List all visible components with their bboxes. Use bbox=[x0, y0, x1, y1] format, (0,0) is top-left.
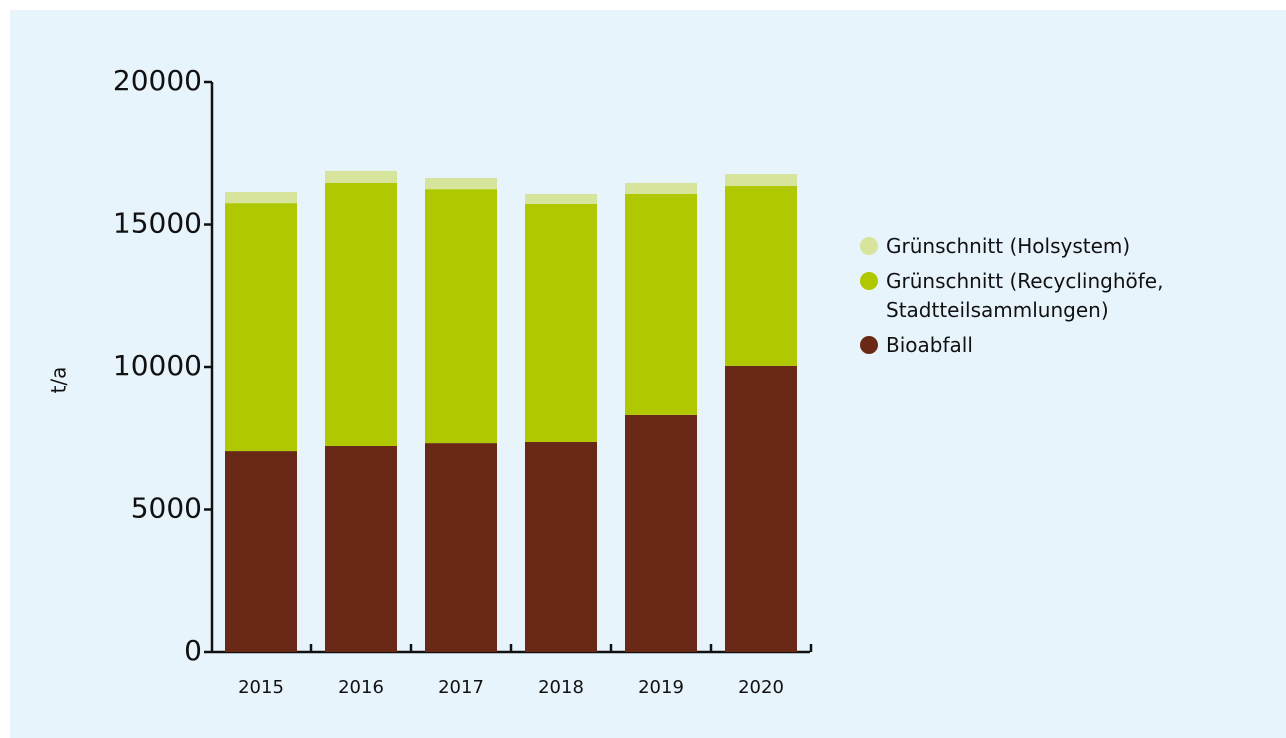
x-tick-label: 2015 bbox=[238, 677, 284, 698]
bar-segment bbox=[325, 445, 397, 652]
legend-item: Grünschnitt (Recyclinghöfe, Stadtteilsam… bbox=[860, 267, 1190, 325]
bar-segment bbox=[325, 170, 397, 183]
x-tick-label: 2017 bbox=[438, 677, 484, 698]
legend-label: Grünschnitt (Recyclinghöfe, Stadtteilsam… bbox=[886, 269, 1164, 322]
legend: Grünschnitt (Holsystem) Grünschnitt (Recy… bbox=[860, 232, 1190, 366]
legend-item: Bioabfall bbox=[860, 331, 1190, 360]
legend-marker bbox=[860, 272, 878, 290]
legend-marker bbox=[860, 336, 878, 354]
y-tick-label: 10000 bbox=[113, 349, 202, 382]
x-tick-label: 2019 bbox=[638, 677, 684, 698]
bar-segment bbox=[225, 451, 297, 652]
y-tick-label: 0 bbox=[184, 634, 202, 667]
bar-segment bbox=[425, 189, 497, 444]
bar-segment bbox=[625, 414, 697, 652]
bar-segment bbox=[525, 194, 597, 204]
bar-segment bbox=[725, 365, 797, 652]
bar-segment bbox=[225, 203, 297, 452]
bar-segment bbox=[525, 203, 597, 442]
bar-segment bbox=[725, 186, 797, 366]
bar-segment bbox=[325, 182, 397, 446]
bar-segment bbox=[225, 192, 297, 204]
bar-segment bbox=[625, 194, 697, 415]
y-tick-label: 15000 bbox=[113, 207, 202, 240]
bar-segment bbox=[525, 441, 597, 652]
legend-label: Bioabfall bbox=[886, 333, 973, 357]
legend-label: Grünschnitt (Holsystem) bbox=[886, 234, 1131, 258]
y-axis-label: t/a bbox=[47, 367, 71, 394]
x-tick-label: 2020 bbox=[738, 677, 784, 698]
bar-segment bbox=[425, 178, 497, 190]
legend-marker bbox=[860, 237, 878, 255]
x-tick-label: 2018 bbox=[538, 677, 584, 698]
bar-segment bbox=[625, 182, 697, 195]
y-tick-label: 20000 bbox=[113, 64, 202, 97]
y-tick-label: 5000 bbox=[131, 492, 202, 525]
bar-segment bbox=[425, 443, 497, 652]
x-tick-label: 2016 bbox=[338, 677, 384, 698]
bar-segment bbox=[725, 174, 797, 187]
legend-item: Grünschnitt (Holsystem) bbox=[860, 232, 1190, 261]
